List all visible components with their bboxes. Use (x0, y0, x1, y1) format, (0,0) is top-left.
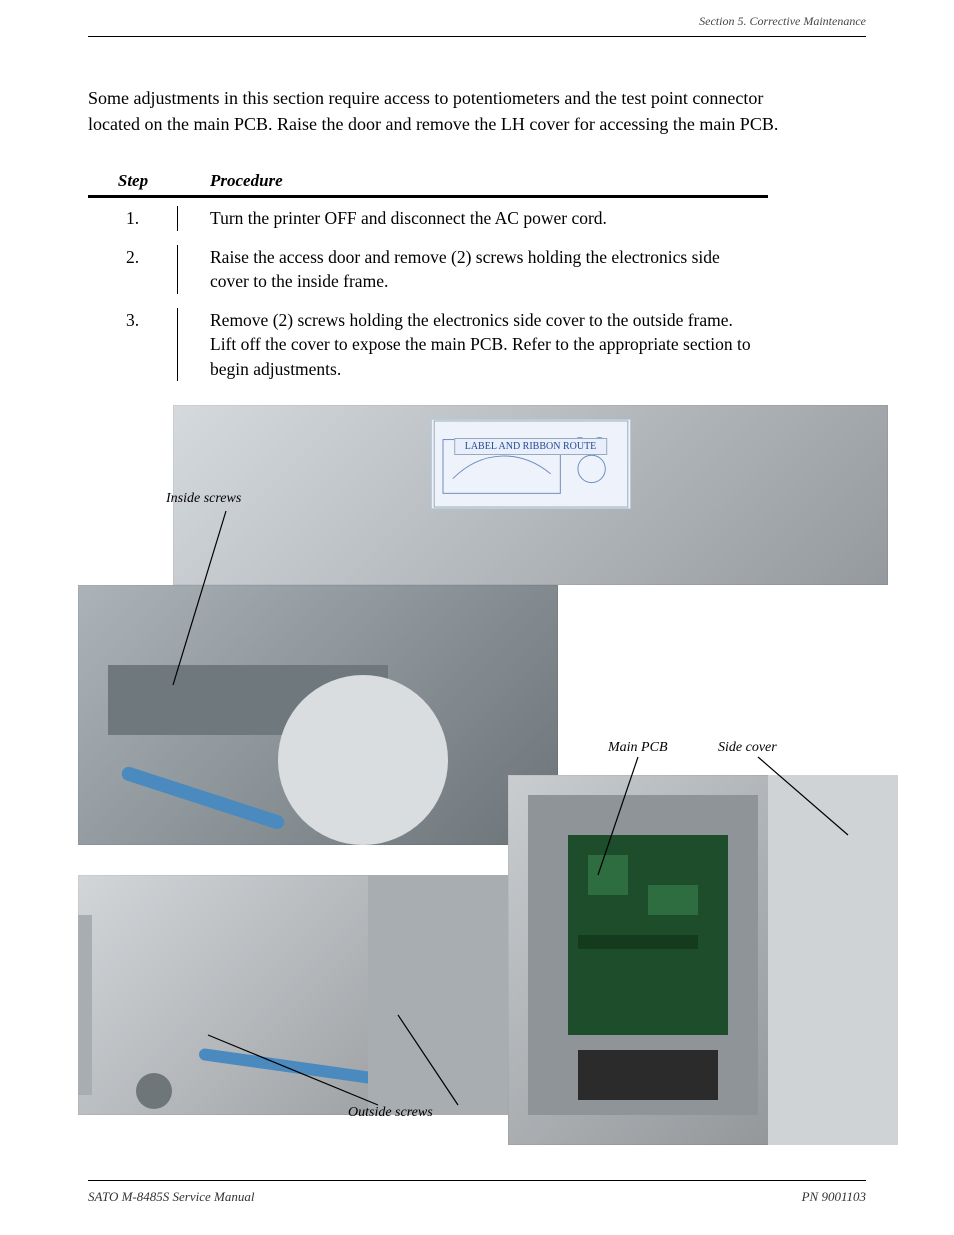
step-text: Turn the printer OFF and disconnect the … (178, 206, 768, 231)
intro-paragraph: Some adjustments in this section require… (88, 85, 866, 137)
footer-right: PN 9001103 (802, 1189, 866, 1205)
table-header-row: Step Procedure (88, 165, 768, 198)
top-rule (88, 36, 866, 37)
photo-top: LABEL AND RIBBON ROUTE (173, 405, 888, 585)
photo-mid (78, 585, 558, 845)
figure-collage: LABEL AND RIBBON ROUTE (78, 405, 898, 1145)
step-number: 2. (88, 245, 178, 294)
table-row: 2. Raise the access door and remove (2) … (88, 237, 768, 300)
table-row: 1. Turn the printer OFF and disconnect t… (88, 198, 768, 237)
photo-bottom-right (508, 775, 898, 1145)
step-text: Raise the access door and remove (2) scr… (178, 245, 768, 294)
table-row: 3. Remove (2) screws holding the electro… (88, 300, 768, 388)
photo-bottom-left (78, 875, 508, 1115)
step-number: 3. (88, 308, 178, 382)
step-number: 1. (88, 206, 178, 231)
step-text: Remove (2) screws holding the electronic… (178, 308, 768, 382)
callout-outside-screws: Outside screws (348, 1105, 433, 1121)
bottom-rule (88, 1180, 866, 1181)
panel-label: LABEL AND RIBBON ROUTE (454, 438, 608, 455)
callout-inside-screws: Inside screws (166, 491, 241, 507)
col-header-procedure: Procedure (178, 171, 768, 191)
callout-main-pcb: Main PCB (608, 740, 668, 756)
callout-side-cover: Side cover (718, 740, 777, 756)
steps-table: Step Procedure 1. Turn the printer OFF a… (88, 165, 768, 387)
col-header-step: Step (88, 171, 178, 191)
routing-label-sticker: LABEL AND RIBBON ROUTE (431, 419, 631, 509)
footer-left: SATO M-8485S Service Manual (88, 1189, 254, 1205)
running-header-right: Section 5. Corrective Maintenance (699, 14, 866, 29)
